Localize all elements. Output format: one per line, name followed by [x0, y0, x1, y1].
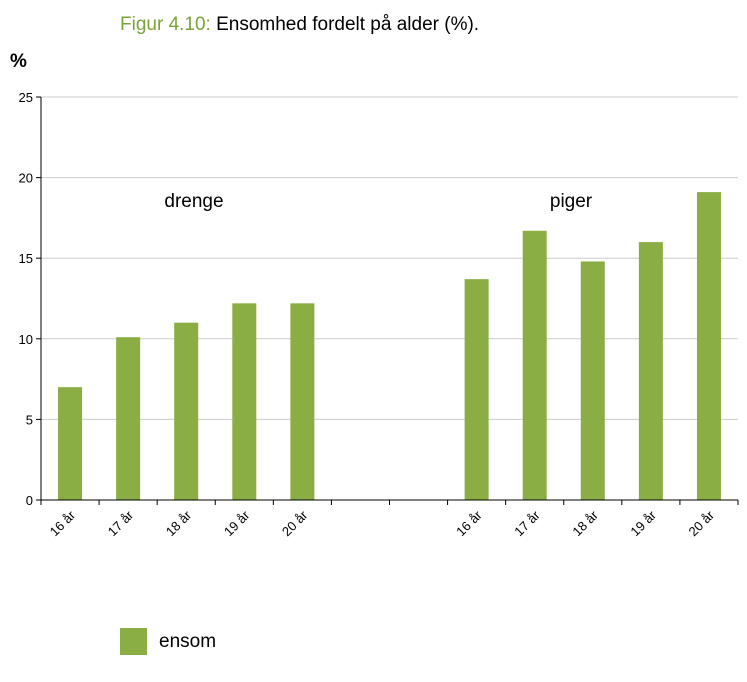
x-tick-label: 19 år [221, 507, 253, 539]
bar [58, 387, 83, 500]
y-tick-label: 15 [19, 251, 33, 266]
bar [174, 322, 199, 500]
figure-title: Figur 4.10: Ensomhed fordelt på alder (%… [120, 14, 479, 36]
legend: ensom [120, 628, 216, 655]
bar [232, 303, 257, 500]
x-tick-label: 16 år [453, 507, 485, 539]
x-tick-label: 16 år [47, 507, 79, 539]
bar [116, 337, 141, 500]
bar [290, 303, 315, 500]
y-tick-label: 5 [26, 412, 33, 427]
x-tick-label: 17 år [105, 507, 137, 539]
y-tick-label: 25 [19, 90, 33, 105]
figure-title-text: Ensomhed fordelt på alder (%). [216, 14, 480, 35]
bar [522, 230, 547, 500]
legend-swatch [120, 628, 147, 655]
bar [580, 261, 605, 500]
group-label: piger [550, 191, 593, 212]
x-tick-label: 18 år [163, 507, 195, 539]
x-tick-label: 20 år [686, 507, 718, 539]
x-tick-label: 20 år [279, 507, 311, 539]
y-tick-label: 0 [26, 493, 33, 508]
bar [638, 242, 663, 500]
x-tick-label: 17 år [511, 507, 543, 539]
bar [464, 279, 489, 500]
legend-label: ensom [159, 630, 217, 652]
y-axis-unit-label: % [10, 51, 27, 72]
figure-number: Figur 4.10: [120, 14, 211, 35]
y-tick-label: 20 [19, 171, 33, 186]
group-label: drenge [164, 191, 223, 212]
y-tick-label: 10 [19, 332, 33, 347]
x-tick-label: 19 år [627, 507, 659, 539]
bar [696, 192, 721, 500]
bar-chart: 0 5 10 15 20 25% 16 år 17 år 18 år 19 år 20 år 16 å… [10, 51, 739, 539]
x-tick-label: 18 år [569, 507, 601, 539]
